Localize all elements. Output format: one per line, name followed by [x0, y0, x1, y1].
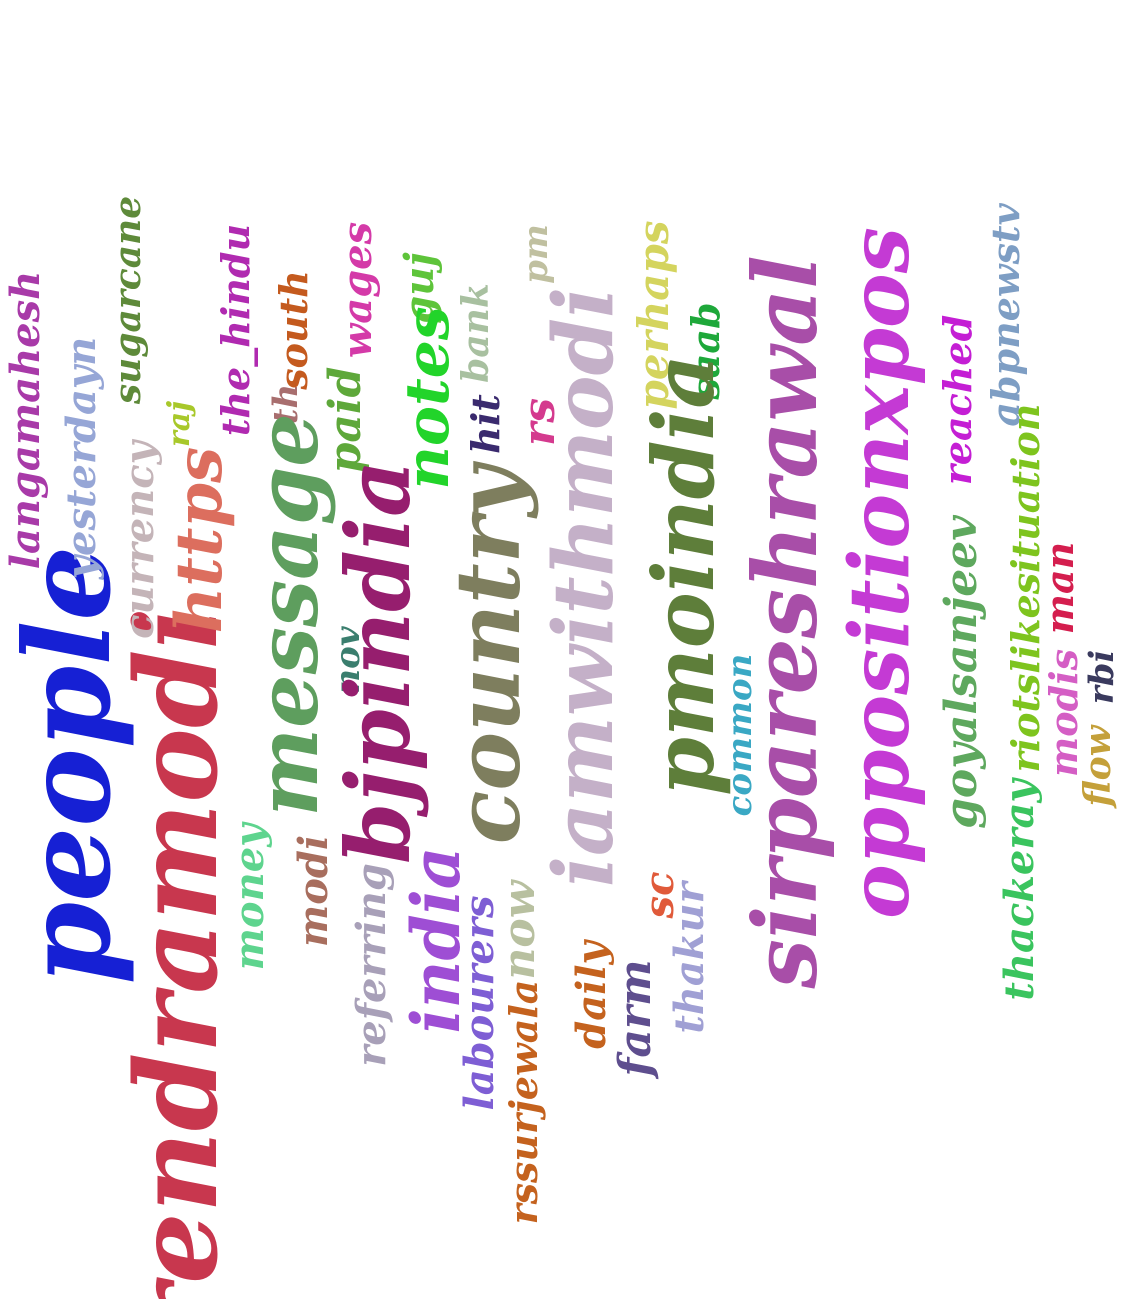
word-bank: bank: [455, 283, 497, 383]
word-farm: farm: [610, 959, 661, 1077]
word-referring: referring: [348, 863, 395, 1067]
word-thackeray: thackeray: [996, 779, 1043, 1001]
word-money: money: [226, 823, 273, 971]
word-pm: pm: [516, 224, 556, 284]
word-https: https: [162, 446, 237, 634]
word-rssurjewala: rssurjewala: [501, 979, 546, 1225]
word-the-hindu: the_hindu: [213, 223, 258, 437]
word-yesterdayn: yesterdayn: [58, 336, 105, 580]
word-rendramodi: rendramodi: [112, 607, 243, 1299]
word-hit: hit: [463, 394, 508, 454]
word-wages: wages: [334, 221, 381, 359]
word-daily: daily: [568, 941, 615, 1049]
word-abpnewstv: abpnewstv: [983, 203, 1028, 427]
word-south: south: [271, 270, 316, 390]
word-country: country: [436, 465, 540, 845]
word-people: people: [0, 545, 137, 985]
word-man: man: [1037, 541, 1082, 635]
word-bjpindia: bjpindia: [326, 459, 430, 865]
word-thakur: thakur: [666, 882, 713, 1034]
word-sirpareshrawal: sirpareshrawal: [733, 255, 837, 989]
word-iamwithmodi: iamwithmodi: [536, 286, 632, 888]
word-langamahesh: langamahesh: [2, 270, 49, 570]
word-oppositionxpos: oppositionxpos: [832, 227, 928, 919]
word-goyalsanjeev: goyalsanjeev: [936, 515, 987, 829]
word-raj: raj: [162, 400, 197, 448]
word-sugarcane: sugarcane: [107, 195, 149, 405]
word-pmoindia: pmoindia: [634, 354, 733, 796]
word-notes: notes: [393, 306, 463, 490]
word-message: message: [238, 413, 337, 817]
word-currency: currency: [116, 441, 163, 639]
word-rbi: rbi: [1082, 649, 1122, 705]
word-now: now: [494, 880, 545, 980]
word-paid: paid: [320, 366, 371, 474]
word-reached: reached: [935, 314, 980, 486]
word-flow: flow: [1077, 725, 1119, 807]
